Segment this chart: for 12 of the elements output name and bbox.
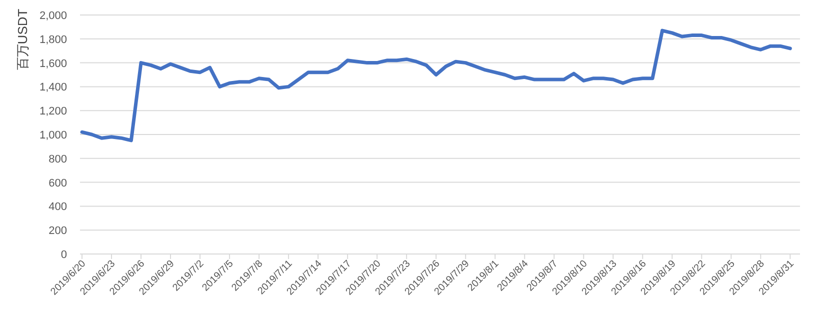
y-axis-title: 百万USDT xyxy=(15,8,30,70)
y-tick-label: 1,200 xyxy=(39,106,67,118)
y-tick-label: 800 xyxy=(48,153,67,166)
y-tick-label: 1,600 xyxy=(39,58,67,70)
y-tick-label: 2,000 xyxy=(39,10,67,22)
y-tick-label: 600 xyxy=(48,177,67,190)
y-tick-label: 200 xyxy=(48,225,67,238)
y-tick-label: 400 xyxy=(48,201,67,214)
y-tick-label: 1,000 xyxy=(39,130,67,142)
y-tick-label: 1,800 xyxy=(39,34,67,46)
y-tick-label: 1,400 xyxy=(39,82,67,94)
y-tick-label: 0 xyxy=(60,249,67,261)
